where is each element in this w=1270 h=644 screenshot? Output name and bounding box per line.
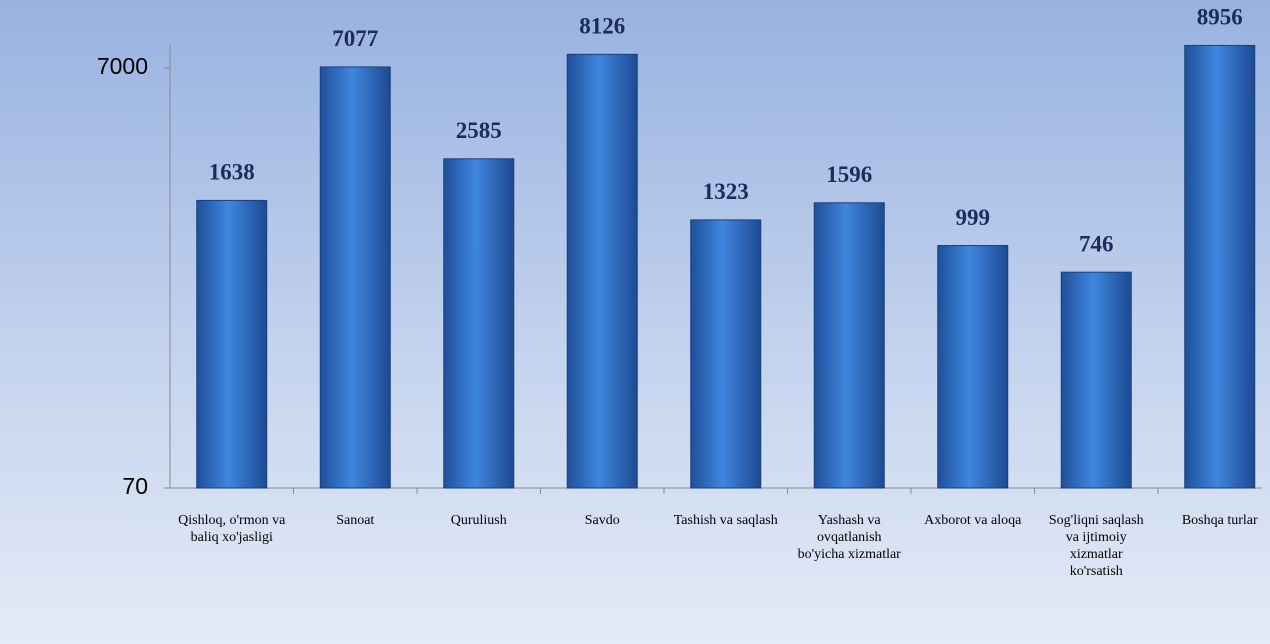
bar xyxy=(690,219,762,489)
x-tick-label: Quruliush xyxy=(450,513,507,528)
value-label: 8956 xyxy=(1197,5,1243,30)
bar xyxy=(1060,271,1132,489)
x-tick-label: Sanoat xyxy=(336,513,375,528)
bar xyxy=(937,245,1009,489)
value-label: 1638 xyxy=(209,160,255,185)
x-tick-label: Savdo xyxy=(584,513,620,528)
x-tick-label: Qishloq, o'rmon va baliq xo'jasligi xyxy=(178,513,286,545)
x-tick-label: Axborot va aloqa xyxy=(924,513,1022,528)
value-label: 1323 xyxy=(703,179,749,204)
bar xyxy=(443,158,515,489)
y-tick-label: 7000 xyxy=(97,53,148,79)
value-label: 8126 xyxy=(579,14,625,39)
x-tick-label: Boshqa turlar xyxy=(1181,513,1258,528)
bar xyxy=(319,66,391,489)
x-tick-label: Sog'liqni saqlash va ijtimoiy xizmatlar … xyxy=(1048,513,1144,579)
bar xyxy=(566,53,638,489)
value-label: 2585 xyxy=(456,118,502,143)
value-label: 1596 xyxy=(826,162,872,187)
value-label: 746 xyxy=(1079,231,1114,256)
value-label: 7077 xyxy=(332,26,378,51)
y-tick-label: 70 xyxy=(122,473,148,499)
bar xyxy=(196,199,268,489)
bar xyxy=(813,202,885,489)
x-tick-label: Yashash va ovqatlanish bo'yicha xizmatla… xyxy=(797,513,901,562)
x-tick-label: Tashish va saqlash xyxy=(673,513,778,528)
bar xyxy=(1184,44,1256,489)
value-label: 999 xyxy=(956,205,991,230)
